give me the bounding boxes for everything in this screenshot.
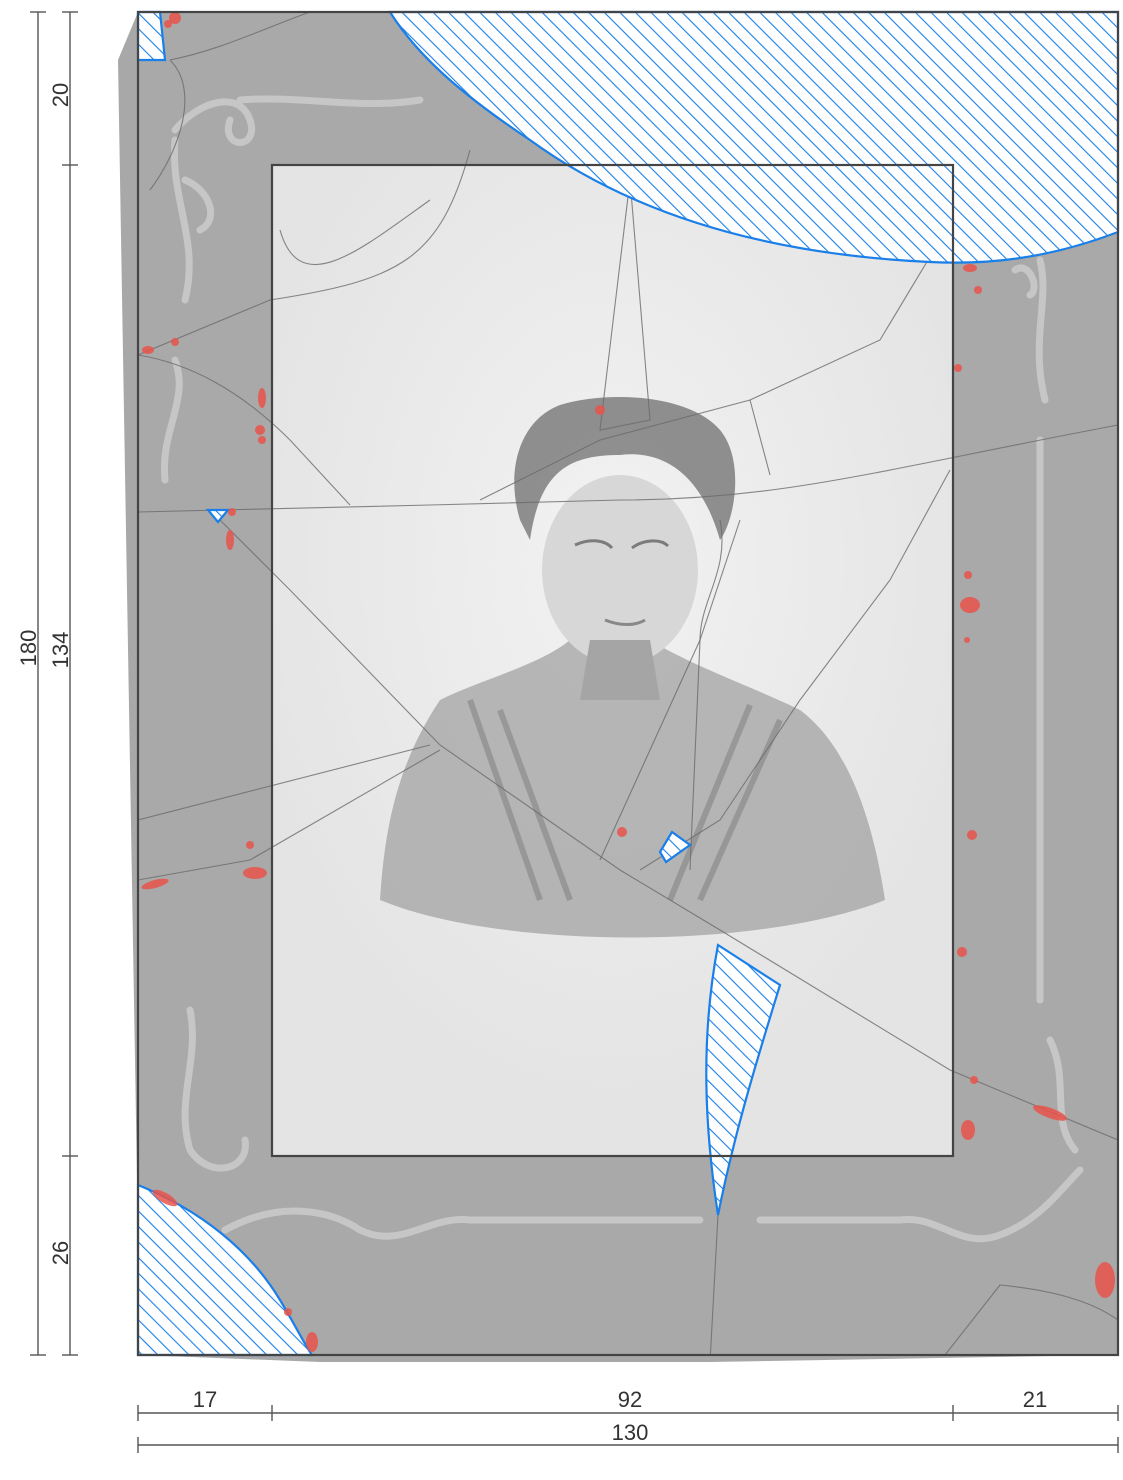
missing-fragment-center-sliver — [705, 943, 782, 1216]
vertical-dimensions: 180 134 20 26 — [16, 11, 78, 1356]
missing-fragment-small-chip — [658, 830, 692, 864]
dim-top-margin: 20 — [48, 83, 73, 107]
inner-photo-outline — [270, 163, 955, 1158]
missing-fragments — [136, 10, 1120, 1357]
dim-width-total: 130 — [612, 1420, 649, 1445]
dim-left-margin: 17 — [193, 1387, 217, 1412]
dim-inner-width: 92 — [618, 1387, 642, 1412]
missing-fragment-left-chip — [205, 508, 231, 524]
missing-fragment-top-left — [136, 10, 167, 62]
dim-height-inner: 134 — [48, 632, 73, 669]
damage-spots — [141, 12, 1115, 1352]
mount-ornaments — [160, 95, 1084, 1243]
dim-right-margin: 21 — [1023, 1387, 1047, 1412]
crack-lines — [138, 12, 1118, 1355]
photograph-area — [272, 165, 953, 1156]
missing-fragment-top-right — [388, 10, 1120, 264]
portrait-figure — [380, 397, 885, 938]
dim-bottom-margin: 26 — [48, 1241, 73, 1265]
horizontal-dimensions: 17 92 21 130 — [137, 1387, 1119, 1453]
outer-frame-outline — [136, 10, 1120, 1357]
dim-height-total: 180 — [16, 630, 41, 667]
